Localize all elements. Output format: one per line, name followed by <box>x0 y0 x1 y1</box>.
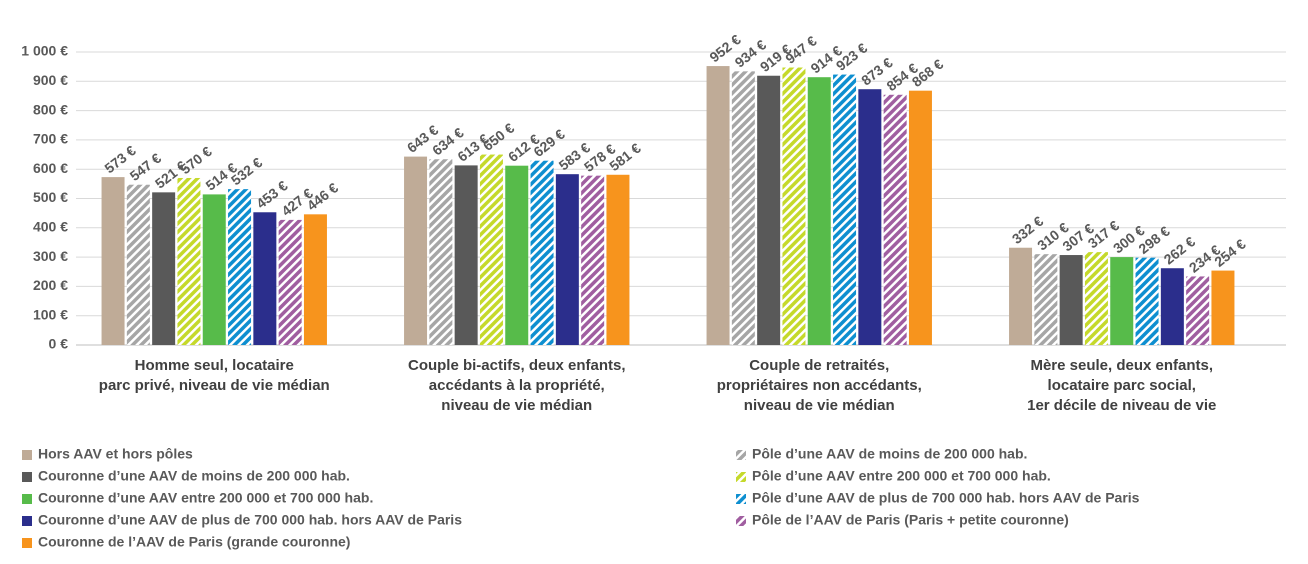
legend-label: Pôle de l’AAV de Paris (Paris + petite c… <box>752 512 1069 528</box>
bar <box>908 90 932 346</box>
y-tick-label: 0 € <box>49 336 69 352</box>
bar <box>253 212 277 345</box>
bar <box>152 192 176 345</box>
bar <box>757 75 781 345</box>
bar <box>1135 257 1159 345</box>
value-label: 446 € <box>304 179 342 213</box>
bar <box>1160 268 1184 345</box>
y-tick-label: 600 € <box>33 160 68 176</box>
x-tick-label: 1er décile de niveau de vie <box>1027 397 1216 414</box>
bar <box>278 219 302 345</box>
y-tick-label: 500 € <box>33 189 68 205</box>
x-tick-label: propriétaires non accédants, <box>717 377 922 394</box>
value-label: 570 € <box>177 143 215 177</box>
bar <box>303 214 327 345</box>
legend-label: Pôle d’une AAV de plus de 700 000 hab. h… <box>752 490 1140 506</box>
legend-swatch <box>22 538 32 548</box>
legend-swatch <box>22 516 32 526</box>
bar <box>202 194 226 345</box>
bar <box>101 177 125 345</box>
y-tick-label: 100 € <box>33 306 68 322</box>
legend-label: Couronne d’une AAV entre 200 000 et 700 … <box>38 490 373 506</box>
x-tick-label: locataire parc social, <box>1048 377 1196 394</box>
y-tick-label: 200 € <box>33 277 68 293</box>
legend-label: Couronne d’une AAV de moins de 200 000 h… <box>38 468 350 484</box>
bar <box>555 174 579 345</box>
value-label: 532 € <box>228 154 266 188</box>
bar <box>1009 247 1033 345</box>
legend-label: Couronne d’une AAV de plus de 700 000 ha… <box>38 512 462 528</box>
bar <box>505 165 529 345</box>
x-tick-label: niveau de vie médian <box>441 397 592 414</box>
bar <box>731 71 755 345</box>
bar <box>404 156 428 345</box>
bar <box>429 159 453 345</box>
x-tick-label: niveau de vie médian <box>744 397 895 414</box>
bar <box>126 184 150 345</box>
value-label: 868 € <box>909 56 947 90</box>
x-tick-label: parc privé, niveau de vie médian <box>99 377 330 394</box>
bar <box>1034 254 1058 345</box>
bar <box>479 154 503 345</box>
x-tick-label: Couple de retraités, <box>749 357 889 374</box>
y-tick-label: 900 € <box>33 72 68 88</box>
legend-swatch <box>736 516 746 526</box>
y-tick-label: 700 € <box>33 131 68 147</box>
legend-swatch <box>736 472 746 482</box>
bar <box>177 177 201 345</box>
bar <box>228 189 252 345</box>
bar <box>883 94 907 345</box>
bar <box>1084 252 1108 345</box>
legend-swatch <box>736 450 746 460</box>
legend-label: Hors AAV et hors pôles <box>38 446 193 462</box>
bar <box>833 74 857 345</box>
legend-label: Couronne de l’AAV de Paris (grande couro… <box>38 534 350 550</box>
y-tick-label: 800 € <box>33 101 68 117</box>
x-tick-label: Homme seul, locataire <box>135 357 294 374</box>
legend-swatch <box>22 450 32 460</box>
legend-swatch <box>22 494 32 504</box>
x-tick-label: Couple bi-actifs, deux enfants, <box>408 357 626 374</box>
bar <box>606 174 630 345</box>
bar <box>706 66 730 346</box>
y-tick-label: 1 000 € <box>21 43 68 59</box>
x-tick-label: accédants à la propriété, <box>429 377 605 394</box>
bar <box>807 77 831 345</box>
bar <box>530 160 554 345</box>
bar <box>1186 276 1210 345</box>
x-tick-label: Mère seule, deux enfants, <box>1030 357 1213 374</box>
legend-label: Pôle d’une AAV entre 200 000 et 700 000 … <box>752 468 1051 484</box>
bar <box>454 165 478 345</box>
legend-swatch <box>22 472 32 482</box>
value-label: 254 € <box>1211 236 1249 270</box>
bar <box>1110 257 1134 345</box>
bar <box>1059 255 1083 345</box>
y-tick-label: 400 € <box>33 219 68 235</box>
bar <box>1211 270 1235 345</box>
legend-label: Pôle d’une AAV de moins de 200 000 hab. <box>752 446 1027 462</box>
bar <box>782 67 806 346</box>
bar <box>581 175 605 345</box>
value-label: 923 € <box>833 40 871 74</box>
y-tick-label: 300 € <box>33 248 68 264</box>
legend-swatch <box>736 494 746 504</box>
bar <box>858 89 882 345</box>
